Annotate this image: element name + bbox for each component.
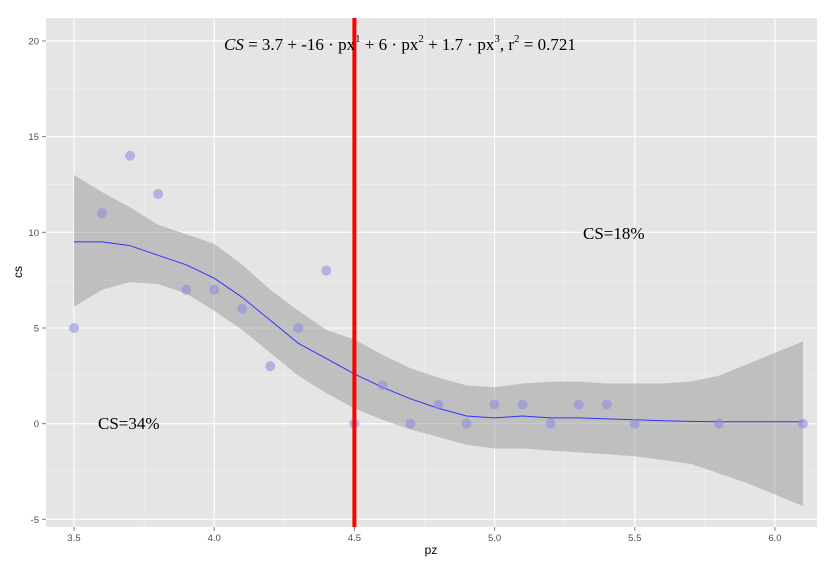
y-tick-label: 20 (28, 36, 39, 47)
x-tick-label: 6.0 (768, 533, 781, 544)
y-axis-title: cs (11, 266, 25, 278)
data-point (797, 418, 808, 429)
data-point (209, 284, 220, 295)
data-point (573, 399, 584, 410)
data-point (153, 189, 164, 200)
data-point (377, 380, 388, 391)
data-point (321, 265, 332, 276)
y-tick-label: 0 (34, 419, 39, 430)
left-region-label: CS=34% (98, 414, 160, 433)
data-point (545, 418, 556, 429)
data-point (69, 322, 80, 333)
data-point (405, 418, 416, 429)
x-tick-label: 5.0 (488, 533, 501, 544)
data-point (629, 418, 640, 429)
data-point (125, 150, 136, 161)
data-point (293, 322, 304, 333)
data-point (601, 399, 612, 410)
confidence-ribbon (74, 174, 803, 506)
x-tick-label: 4.0 (208, 533, 221, 544)
y-tick-label: 10 (28, 228, 39, 239)
data-point (489, 399, 500, 410)
data-point (237, 303, 248, 314)
y-axis-ticks: -5 0 5 10 15 20 (28, 36, 46, 526)
data-point (265, 361, 276, 372)
x-tick-label: 3.5 (67, 533, 80, 544)
x-axis-title: pz (425, 543, 438, 557)
data-point (181, 284, 192, 295)
x-axis-ticks: 3.5 4.0 4.5 5.0 5.5 6.0 (67, 527, 782, 544)
data-point (97, 208, 108, 219)
x-tick-label: 5.5 (628, 533, 641, 544)
y-tick-label: -5 (31, 515, 39, 526)
right-region-label: CS=18% (583, 224, 645, 243)
data-point (461, 418, 472, 429)
scatter-points (69, 150, 808, 429)
data-point (713, 418, 724, 429)
y-tick-label: 15 (28, 132, 39, 143)
data-point (433, 399, 444, 410)
x-tick-label: 4.5 (348, 533, 361, 544)
y-tick-label: 5 (34, 323, 39, 334)
data-point (517, 399, 528, 410)
formula-annotation: CS = 3.7 + -16 · px1 + 6 · px2 + 1.7 · p… (224, 33, 576, 54)
